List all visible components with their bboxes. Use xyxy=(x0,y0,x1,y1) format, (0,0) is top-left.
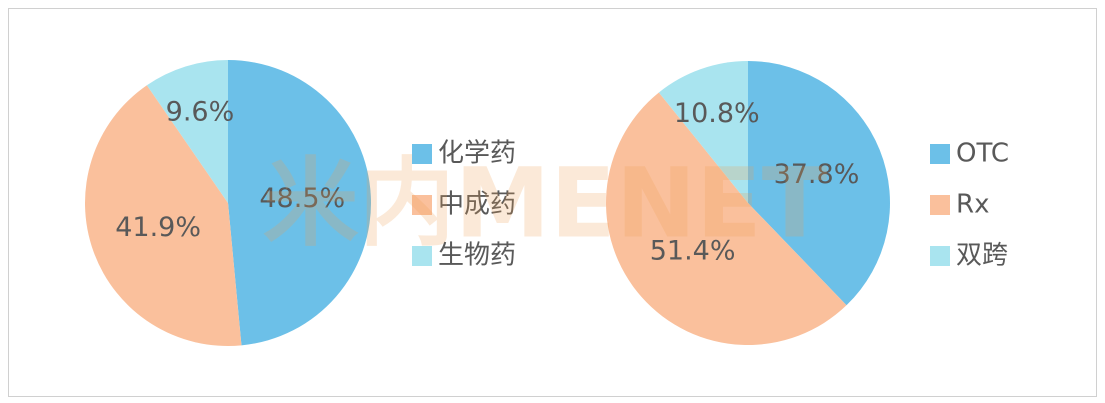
legend-swatch xyxy=(930,144,950,164)
legend-label: OTC xyxy=(956,139,1009,169)
pie-slice xyxy=(146,60,228,203)
legend-label: 中成药 xyxy=(438,190,516,220)
legend-label: 双跨 xyxy=(956,241,1008,271)
watermark: 米内MENET xyxy=(263,147,828,259)
data-label: 41.9% xyxy=(115,212,201,243)
data-label: 9.6% xyxy=(166,96,235,127)
legend-swatch xyxy=(412,144,432,164)
legend-label: Rx xyxy=(956,190,989,220)
pie-slice xyxy=(228,60,371,346)
legend-swatch xyxy=(412,246,432,266)
legend-swatch xyxy=(412,195,432,215)
pie-slice xyxy=(606,92,847,345)
pie-slice xyxy=(85,85,242,347)
legend-swatch xyxy=(930,195,950,215)
legend-label: 化学药 xyxy=(438,139,516,169)
pie-slice xyxy=(658,61,748,203)
legend-swatch xyxy=(930,246,950,266)
legend-label: 生物药 xyxy=(438,241,516,271)
data-label: 48.5% xyxy=(259,183,345,214)
data-label: 37.8% xyxy=(774,159,860,190)
data-label: 51.4% xyxy=(650,235,736,266)
pie-slice xyxy=(748,61,891,306)
data-label: 10.8% xyxy=(674,98,760,129)
